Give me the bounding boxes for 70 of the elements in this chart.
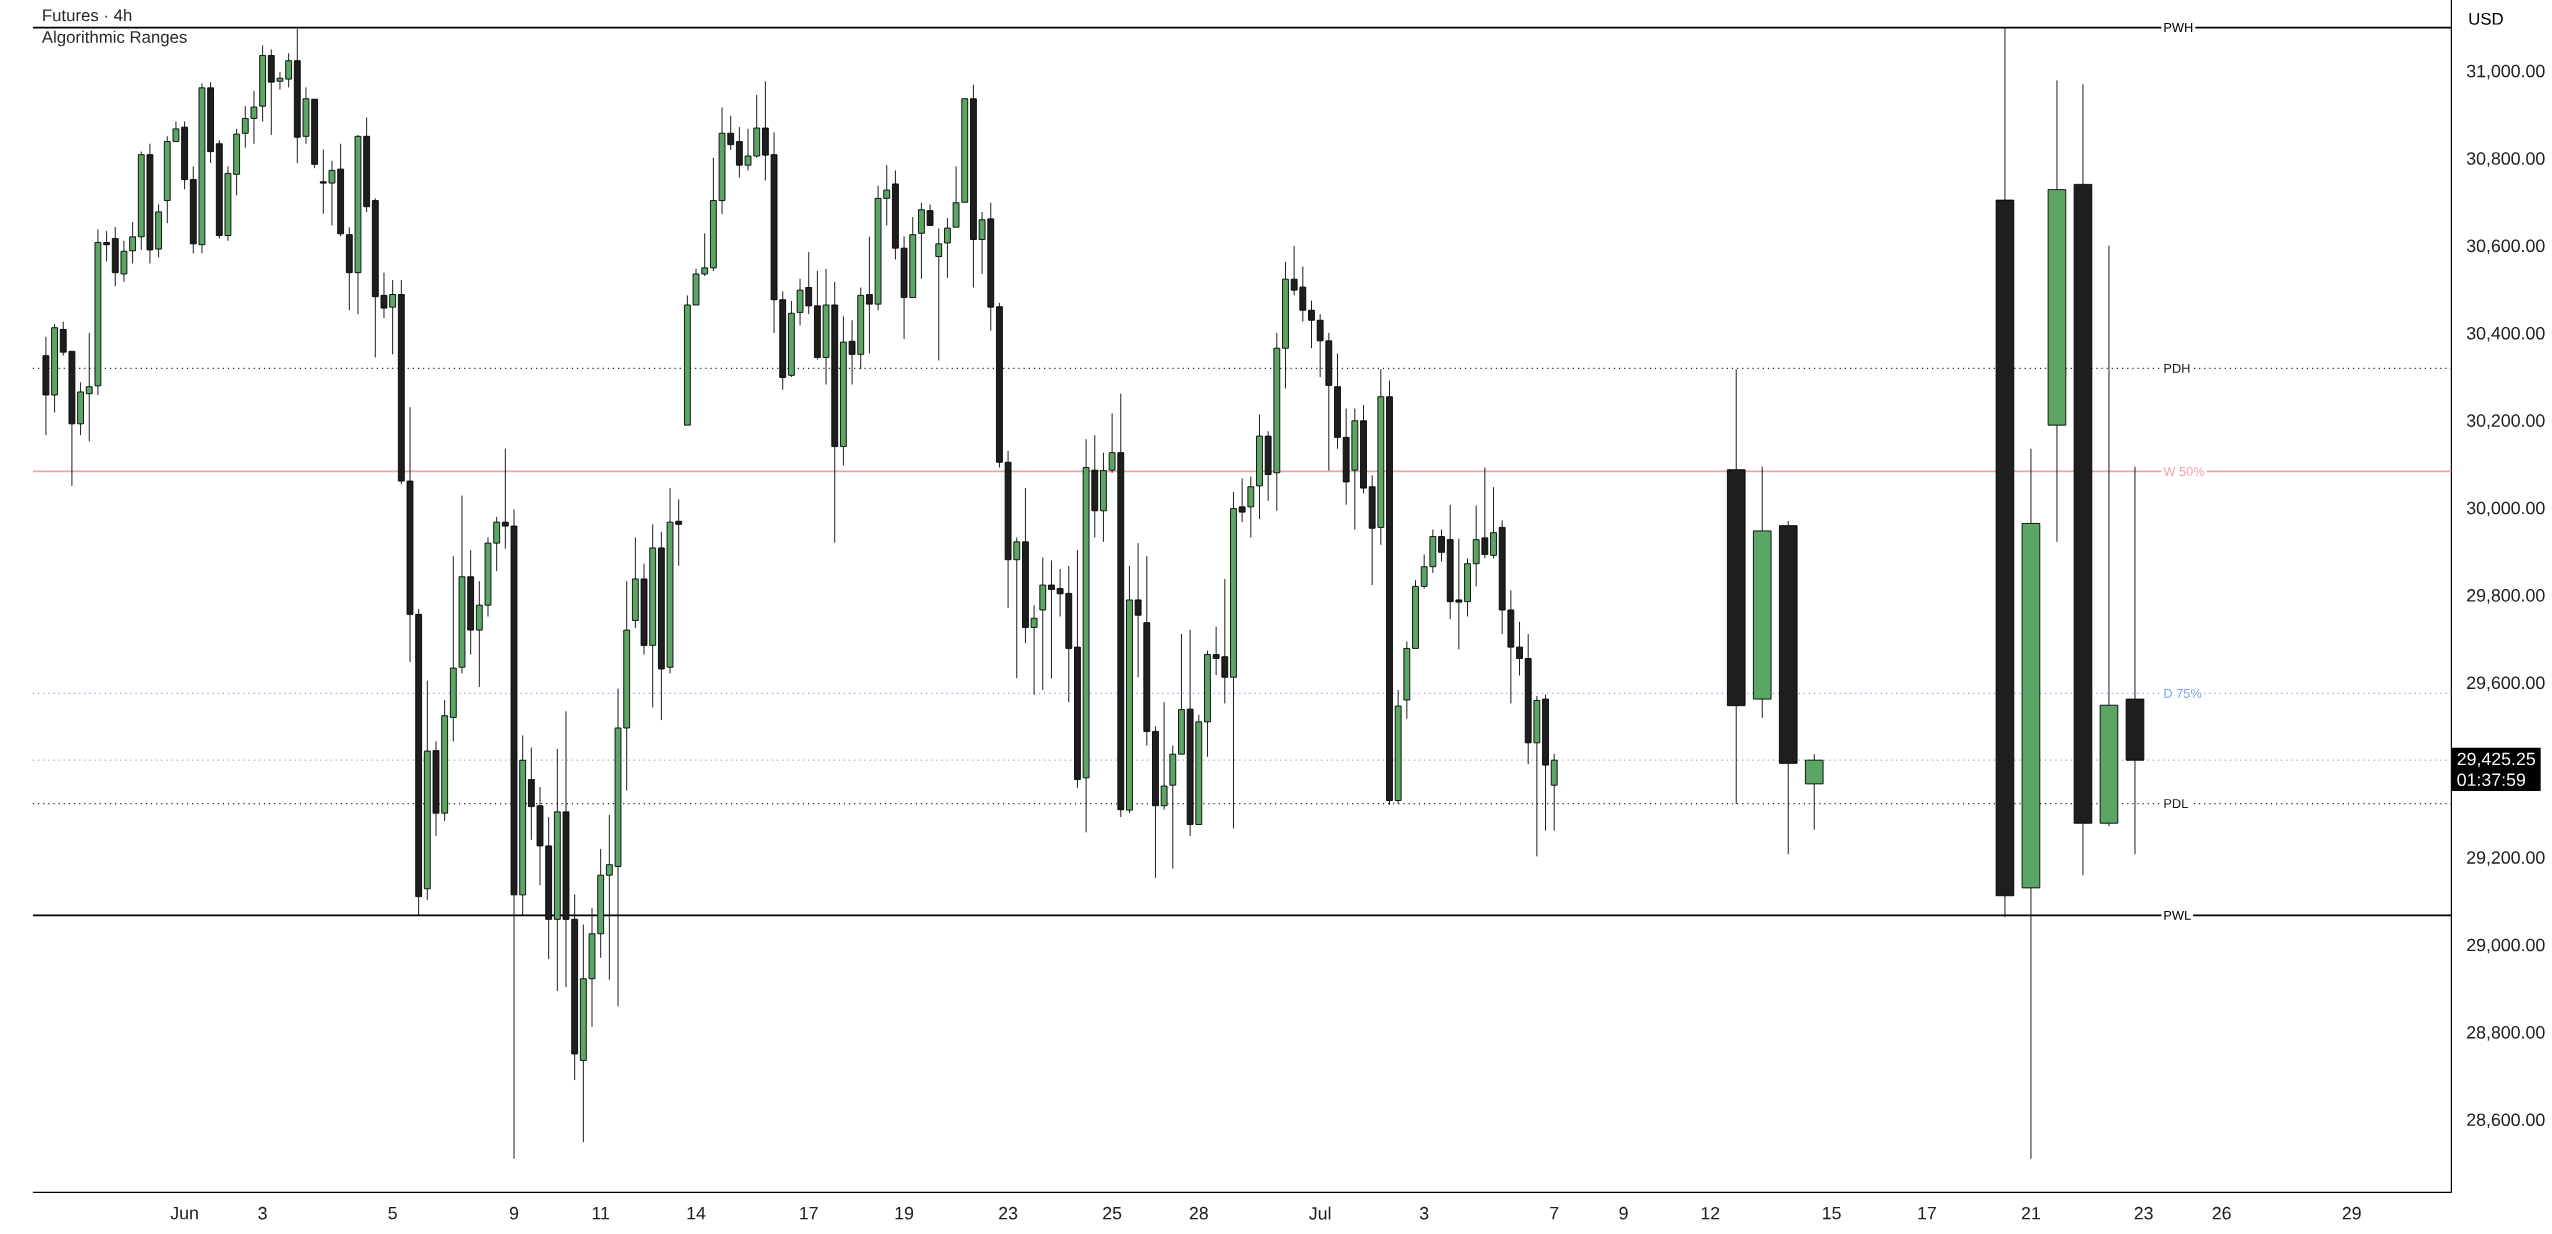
x-tick-label: 14 bbox=[687, 1207, 706, 1220]
text: Algorithmic Ranges bbox=[41, 30, 187, 47]
candlestick bbox=[1178, 633, 1185, 755]
candlestick bbox=[1039, 557, 1047, 691]
x-tick-label: 17 bbox=[800, 1207, 818, 1220]
candlestick bbox=[1048, 560, 1055, 680]
x-tick-label: 5 bbox=[388, 1207, 397, 1220]
ref-line-label: PWL bbox=[2164, 911, 2191, 920]
text: 01:37:59 bbox=[2457, 773, 2526, 787]
x-tick-label: 15 bbox=[1823, 1207, 1841, 1220]
candlestick bbox=[1100, 452, 1107, 543]
y-tick-label: 30,800.00 bbox=[2466, 152, 2545, 167]
ref-line-label: PWH bbox=[2164, 23, 2193, 32]
x-tick-label: 11 bbox=[592, 1207, 610, 1220]
y-tick-label: 30,000.00 bbox=[2466, 501, 2545, 517]
candlestick bbox=[1464, 558, 1471, 618]
candlestick bbox=[1152, 725, 1159, 879]
x-tick-label: 21 bbox=[2021, 1206, 2040, 1220]
y-tick-label: 30,200.00 bbox=[2466, 414, 2545, 430]
x-tick-label: 25 bbox=[1103, 1206, 1122, 1220]
candlestick bbox=[1204, 650, 1211, 758]
candlestick bbox=[1143, 555, 1151, 746]
x-tick-label: 7 bbox=[1550, 1207, 1559, 1220]
candlestick bbox=[1308, 300, 1315, 349]
candlestick bbox=[1022, 487, 1029, 644]
ref-line-label: W 50% bbox=[2163, 466, 2205, 477]
x-tick-label: 12 bbox=[1701, 1206, 1720, 1220]
x-tick-label: 29 bbox=[2342, 1206, 2361, 1220]
y-tick-label: 29,000.00 bbox=[2467, 938, 2545, 954]
candlestick bbox=[935, 228, 943, 361]
x-tick-label: 23 bbox=[2134, 1206, 2153, 1220]
candlestick bbox=[1438, 529, 1445, 562]
x-tick-label: Jun bbox=[170, 1207, 198, 1220]
candlestick bbox=[1550, 753, 1558, 832]
y-tick-label: 29,200.00 bbox=[2467, 851, 2545, 866]
x-tick-label: 19 bbox=[895, 1206, 914, 1220]
y-tick-label: 31,000.00 bbox=[2466, 64, 2545, 80]
candlestick bbox=[1256, 414, 1263, 520]
candlestick bbox=[129, 221, 136, 264]
candlestick bbox=[1412, 579, 1419, 649]
y-tick-label: 30,400.00 bbox=[2466, 326, 2545, 342]
y-tick-label: 29,600.00 bbox=[2467, 676, 2545, 692]
candlestick bbox=[1230, 491, 1237, 829]
y-tick-label: 28,800.00 bbox=[2467, 1026, 2545, 1041]
y-axis-title: USD bbox=[2469, 12, 2503, 25]
x-tick-label: 3 bbox=[1419, 1206, 1429, 1220]
candlestick bbox=[1134, 542, 1142, 678]
x-tick-label: 9 bbox=[509, 1206, 519, 1220]
y-tick-label: 29,800.00 bbox=[2467, 589, 2545, 604]
candlestick bbox=[1030, 604, 1038, 696]
candlestick bbox=[85, 332, 93, 442]
x-tick-label: Jul bbox=[1309, 1206, 1331, 1220]
ref-line-label: PDL bbox=[2164, 799, 2188, 809]
x-tick-label: 9 bbox=[1619, 1206, 1628, 1220]
y-tick-label: 28,600.00 bbox=[2467, 1113, 2545, 1129]
candlestick bbox=[1403, 641, 1411, 720]
x-tick-label: 3 bbox=[258, 1206, 267, 1220]
x-tick-label: 17 bbox=[1918, 1207, 1936, 1220]
x-tick-label: 23 bbox=[999, 1206, 1018, 1220]
candlestick bbox=[1516, 621, 1523, 677]
x-tick-label: 28 bbox=[1189, 1206, 1208, 1220]
ref-line-label: D 75% bbox=[2164, 688, 2202, 698]
candlestick bbox=[1074, 549, 1081, 789]
text: 29,425.25 bbox=[2457, 752, 2535, 768]
y-tick-label: 30,600.00 bbox=[2466, 239, 2545, 255]
x-tick-label: 26 bbox=[2212, 1206, 2231, 1220]
candlestick bbox=[1394, 689, 1402, 805]
chart-title: Futures · 4h bbox=[43, 8, 132, 22]
candlestick bbox=[1282, 261, 1289, 389]
ref-line-label: PDH bbox=[2164, 363, 2190, 373]
